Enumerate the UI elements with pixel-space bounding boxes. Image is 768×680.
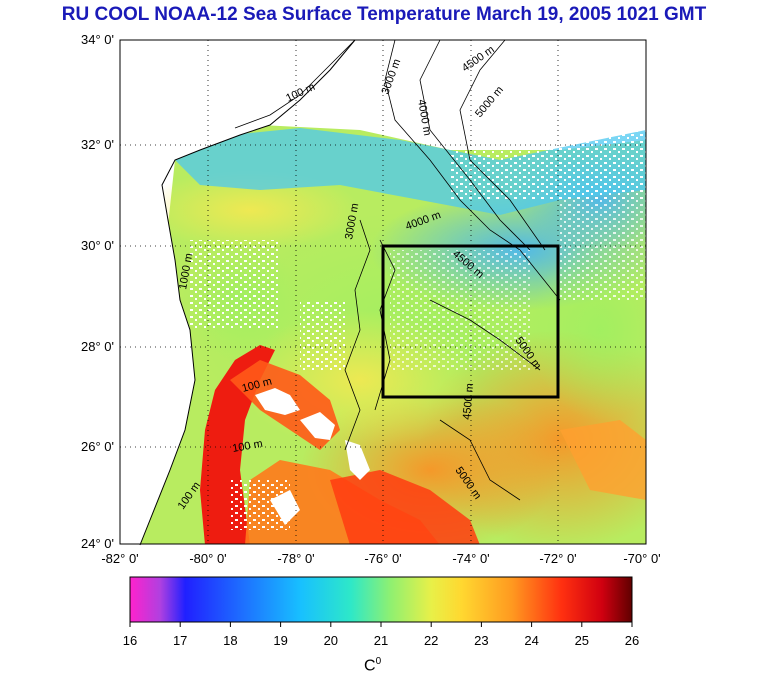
latitude-axis: 24° 0' 26° 0' 28° 0' 30° 0' 32° 0' 34° 0…: [81, 32, 114, 551]
colorbar-tick-label: 18: [223, 633, 237, 648]
lat-tick-label: 34° 0': [81, 32, 114, 47]
colorbar-tick-label: 23: [474, 633, 488, 648]
bathymetry-contours: [234, 39, 561, 501]
colorbar-unit: C0: [364, 656, 381, 675]
map-frame: [119, 39, 647, 545]
lon-tick-label: -82° 0': [101, 551, 138, 566]
page-title: RU COOL NOAA-12 Sea Surface Temperature …: [61, 4, 707, 25]
contour-label: 4500 m: [461, 383, 476, 421]
lon-tick-label: -76° 0': [364, 551, 401, 566]
colorbar-tick-label: 26: [625, 633, 639, 648]
lat-tick-label: 30° 0': [81, 238, 114, 253]
lon-tick-label: -74° 0': [452, 551, 489, 566]
colorbar-tick-label: 25: [575, 633, 589, 648]
colorbar-ticks: 16 17 18 19 20 21 22 23 24 25 26: [123, 622, 639, 648]
contour-label: 100 m: [231, 438, 263, 455]
colorbar-tick-label: 21: [374, 633, 388, 648]
colorbar-tick-label: 17: [173, 633, 187, 648]
lon-tick-label: -70° 0': [623, 551, 660, 566]
colorbar-tick-label: 20: [324, 633, 338, 648]
coastline: [139, 39, 356, 546]
lon-tick-label: -72° 0': [539, 551, 576, 566]
unit-superscript: 0: [375, 656, 382, 667]
lon-tick-label: -78° 0': [277, 551, 314, 566]
lat-tick-label: 26° 0': [81, 439, 114, 454]
lat-tick-label: 32° 0': [81, 137, 114, 152]
lat-tick-label: 28° 0': [81, 339, 114, 354]
colorbar-tick-label: 19: [273, 633, 287, 648]
colorbar: [129, 576, 633, 623]
colorbar-tick-label: 22: [424, 633, 438, 648]
colorbar-tick-label: 24: [524, 633, 538, 648]
graticule: [120, 40, 646, 544]
colorbar-tick-label: 16: [123, 633, 137, 648]
lon-tick-label: -80° 0': [189, 551, 226, 566]
longitude-axis: -82° 0' -80° 0' -78° 0' -76° 0' -74° 0' …: [101, 551, 660, 566]
lat-tick-label: 24° 0': [81, 536, 114, 551]
sst-imagery: [120, 40, 646, 544]
unit-label: C: [364, 657, 376, 675]
